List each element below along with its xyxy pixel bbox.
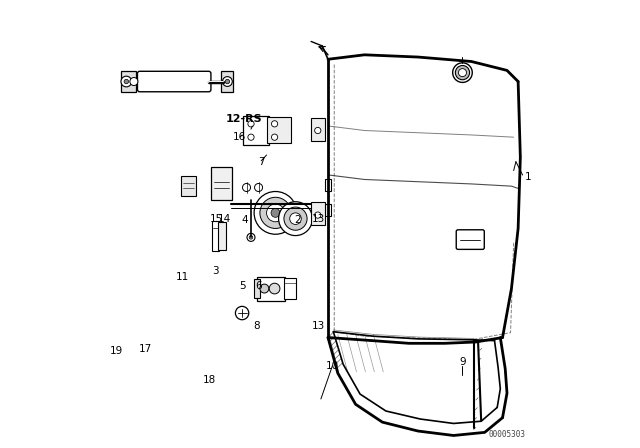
Circle shape [236,306,249,320]
Circle shape [271,208,280,217]
Circle shape [269,283,280,294]
Text: 15: 15 [210,214,223,224]
Text: 18: 18 [203,375,216,385]
FancyBboxPatch shape [122,71,136,92]
Circle shape [278,202,312,236]
Text: 6: 6 [256,281,262,291]
FancyBboxPatch shape [221,71,233,92]
Circle shape [271,134,278,140]
FancyBboxPatch shape [284,278,296,299]
Text: 9: 9 [459,357,466,367]
Text: 13: 13 [312,214,325,224]
FancyBboxPatch shape [257,276,285,301]
Circle shape [290,213,301,224]
Text: 2: 2 [294,215,301,224]
Circle shape [284,207,307,230]
Circle shape [271,121,278,127]
FancyBboxPatch shape [325,203,331,215]
Circle shape [452,63,472,82]
Circle shape [260,197,291,228]
Circle shape [255,184,262,191]
Text: 5: 5 [239,281,245,291]
Circle shape [249,236,253,239]
FancyBboxPatch shape [212,221,219,251]
Circle shape [248,134,254,140]
Text: 8: 8 [253,321,260,332]
Circle shape [315,127,321,134]
Text: 13: 13 [312,320,325,331]
FancyBboxPatch shape [325,179,331,191]
Text: 19: 19 [109,346,123,356]
FancyBboxPatch shape [138,71,211,92]
Circle shape [121,76,132,87]
Circle shape [455,65,470,80]
Text: 11: 11 [176,272,189,282]
Circle shape [243,184,250,191]
Circle shape [130,78,138,86]
Circle shape [223,77,232,86]
FancyBboxPatch shape [218,222,226,250]
Circle shape [254,191,297,234]
Text: 4: 4 [241,215,248,224]
Circle shape [458,69,467,77]
Text: 16: 16 [233,132,246,142]
Circle shape [225,79,230,84]
Text: 12-RS: 12-RS [226,114,262,125]
Text: 7: 7 [258,157,264,167]
FancyBboxPatch shape [253,279,260,298]
Text: 17: 17 [139,344,152,353]
Circle shape [267,204,284,222]
FancyBboxPatch shape [456,230,484,250]
FancyBboxPatch shape [211,168,232,200]
FancyBboxPatch shape [310,117,325,141]
FancyBboxPatch shape [180,176,196,195]
Text: 10: 10 [326,362,339,371]
Circle shape [124,79,129,84]
Text: 1: 1 [525,172,531,182]
FancyBboxPatch shape [267,117,291,143]
Circle shape [260,284,269,293]
FancyBboxPatch shape [310,202,325,225]
Text: 00005303: 00005303 [488,430,525,439]
Text: 3: 3 [212,266,219,276]
Circle shape [248,121,254,127]
Text: 14: 14 [218,214,231,224]
FancyBboxPatch shape [243,116,269,145]
Circle shape [315,212,321,218]
Circle shape [247,233,255,241]
